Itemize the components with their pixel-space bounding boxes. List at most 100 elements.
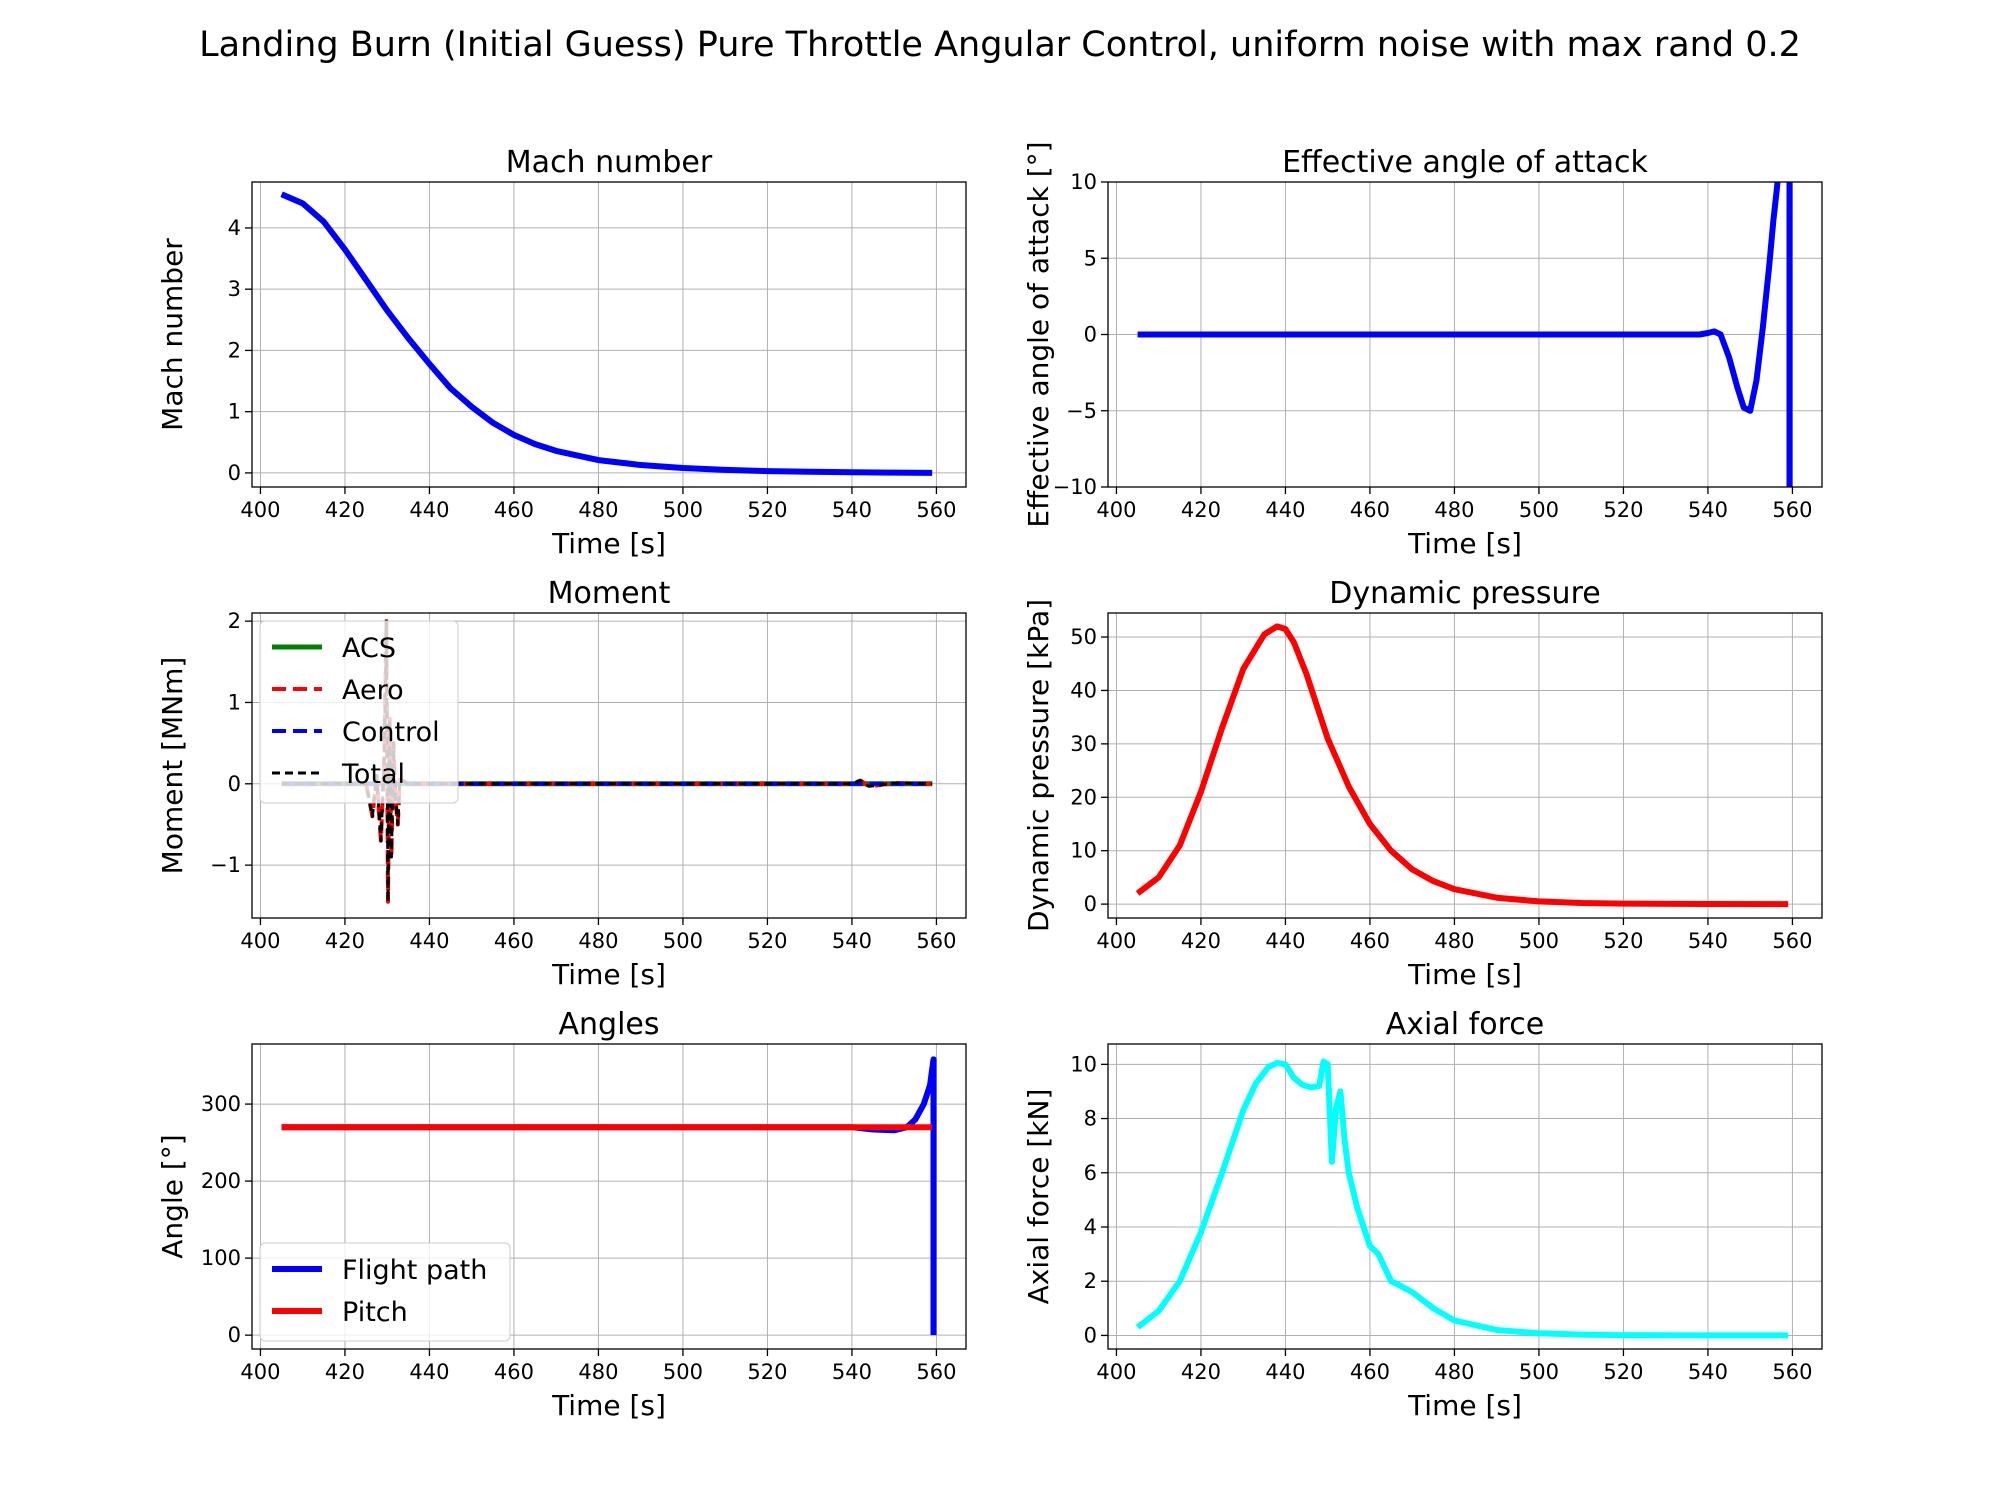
plot-frame [1107,612,1823,919]
x-tick-label: 540 [1688,498,1728,522]
y-tick-label: 0 [228,772,241,796]
y-tick-label: 20 [1070,785,1097,809]
x-tick-label: 500 [1519,1360,1559,1384]
x-tick-label: 560 [916,929,956,953]
y-tick-label: 10 [1070,170,1097,194]
plot-frame [251,181,967,488]
x-tick-label: 480 [1434,929,1474,953]
x-axis-label: Time [s] [551,527,666,560]
x-tick-label: 560 [1772,929,1812,953]
x-tick-label: 560 [916,1360,956,1384]
y-tick-label: −10 [1053,475,1097,499]
plot-frame [251,612,967,919]
y-tick-label: 1 [228,690,241,714]
x-tick-label: 520 [1603,1360,1643,1384]
plot-frame [1107,1043,1823,1350]
x-tick-label: 480 [1434,1360,1474,1384]
y-axis-label: Axial force [kN] [1022,1089,1055,1305]
x-tick-label: 500 [1519,498,1559,522]
legend-box [259,620,459,804]
x-tick-label: 520 [747,1360,787,1384]
x-tick-label: 560 [1772,498,1812,522]
y-tick-label: 10 [1070,839,1097,863]
y-tick-label: 0 [1084,1323,1097,1347]
x-tick-label: 460 [494,1360,534,1384]
y-tick-label: 0 [1084,892,1097,916]
legend-label: Total [341,759,405,790]
subplot-title: Angles [558,1007,659,1042]
subplot-title: Mach number [506,145,713,180]
x-tick-label: 440 [1265,929,1305,953]
y-tick-label: 200 [201,1169,241,1193]
x-tick-label: 400 [1096,498,1136,522]
y-tick-label: 2 [228,338,241,362]
x-tick-label: 460 [1350,929,1390,953]
y-tick-label: 8 [1084,1107,1097,1131]
legend-label: ACS [342,633,396,664]
x-tick-label: 400 [1096,1360,1136,1384]
y-tick-label: 6 [1084,1161,1097,1185]
y-tick-label: 50 [1070,625,1097,649]
x-tick-label: 420 [1181,929,1221,953]
legend-label: Flight path [342,1255,487,1286]
series-line-3-0 [1135,623,1789,908]
subplot-0: 400 420 440 460 480 500 520 540 560 0 1 2 3 4 Mach num… [156,145,967,560]
legend-label: Pitch [342,1297,408,1328]
x-tick-label: 480 [578,1360,618,1384]
x-tick-label: 420 [325,929,365,953]
y-tick-label: 100 [201,1246,241,1270]
x-tick-label: 500 [663,1360,703,1384]
x-tick-label: 440 [409,1360,449,1384]
y-tick-label: 4 [1084,1215,1097,1239]
y-tick-label: 0 [228,1323,241,1347]
series-line-0-0 [280,191,933,476]
legend-label: Aero [342,675,404,706]
y-tick-label: −1 [210,853,241,877]
subplot-5: 400 420 440 460 480 500 520 540 560 0 2 4 6 8 10 Axial … [1022,1007,1823,1422]
x-tick-label: 420 [325,1360,365,1384]
x-tick-label: 480 [578,929,618,953]
legend-box [259,1242,511,1342]
x-tick-label: 520 [747,498,787,522]
subplot-2: 400 420 440 460 480 500 520 540 560 −1 0 1 2 Moment Ti… [156,576,967,991]
x-tick-label: 460 [1350,498,1390,522]
plot-frame [251,1043,967,1350]
x-tick-label: 520 [1603,929,1643,953]
x-tick-label: 420 [1181,1360,1221,1384]
x-tick-label: 540 [832,1360,872,1384]
y-tick-label: 4 [228,216,241,240]
x-tick-label: 540 [1688,929,1728,953]
y-tick-label: 30 [1070,732,1097,756]
legend: ACS Aero Control Total [259,620,459,804]
subplot-4: 400 420 440 460 480 500 520 540 560 0 100 200 300 Ang… [156,1007,967,1422]
x-axis-label: Time [s] [1407,527,1522,560]
x-tick-label: 560 [1772,1360,1812,1384]
series-line-5-0 [1135,1058,1789,1339]
y-axis-label: Moment [MNm] [156,657,189,875]
y-tick-label: 10 [1070,1052,1097,1076]
subplot-3: 400 420 440 460 480 500 520 540 560 0 10 20 30 40 50 Dy… [1022,576,1823,991]
series-line-1-0 [1137,182,1781,414]
subplot-1: 400 420 440 460 480 500 520 540 560 −10 −5 0 5 10 Effe… [1022,141,1823,560]
legend-label: Control [342,717,440,748]
x-tick-label: 400 [240,1360,280,1384]
y-tick-label: 2 [1084,1269,1097,1293]
x-tick-label: 500 [663,929,703,953]
subplot-title: Moment [548,576,671,611]
y-tick-label: 40 [1070,678,1097,702]
x-axis-label: Time [s] [551,1389,666,1422]
x-tick-label: 460 [494,929,534,953]
x-tick-label: 400 [1096,929,1136,953]
x-tick-label: 560 [916,498,956,522]
legend: Flight path Pitch [259,1242,511,1342]
x-tick-label: 440 [1265,1360,1305,1384]
x-tick-label: 400 [240,929,280,953]
x-tick-label: 480 [1434,498,1474,522]
y-tick-label: −5 [1066,399,1097,423]
x-tick-label: 500 [1519,929,1559,953]
x-tick-label: 540 [1688,1360,1728,1384]
y-axis-label: Effective angle of attack [°] [1022,141,1055,527]
y-axis-label: Mach number [156,238,189,431]
y-axis-label: Dynamic pressure [kPa] [1022,599,1055,932]
